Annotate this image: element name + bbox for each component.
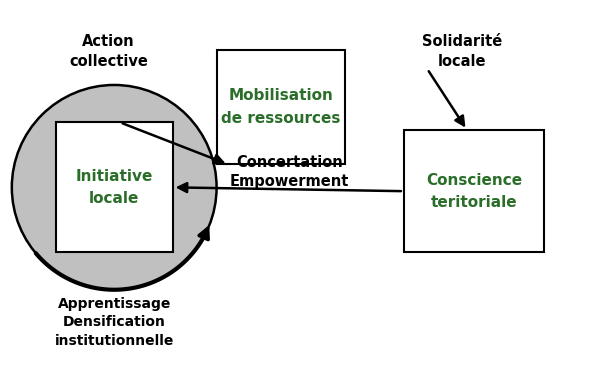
Text: Conscience
teritoriale: Conscience teritoriale [426,173,522,210]
Bar [217,50,345,165]
Ellipse shape [12,85,217,290]
Text: Initiative
locale: Initiative locale [75,169,153,206]
Text: Concertation
Empowerment: Concertation Empowerment [230,155,349,190]
Text: Mobilisation
de ressources: Mobilisation de ressources [221,89,341,126]
Text: Apprentissage
Densification
institutionnelle: Apprentissage Densification institutionn… [54,297,174,348]
Bar [56,122,173,252]
Bar [404,130,544,252]
Text: Action
collective: Action collective [69,34,148,69]
Text: Solidarité
locale: Solidarité locale [422,34,503,69]
